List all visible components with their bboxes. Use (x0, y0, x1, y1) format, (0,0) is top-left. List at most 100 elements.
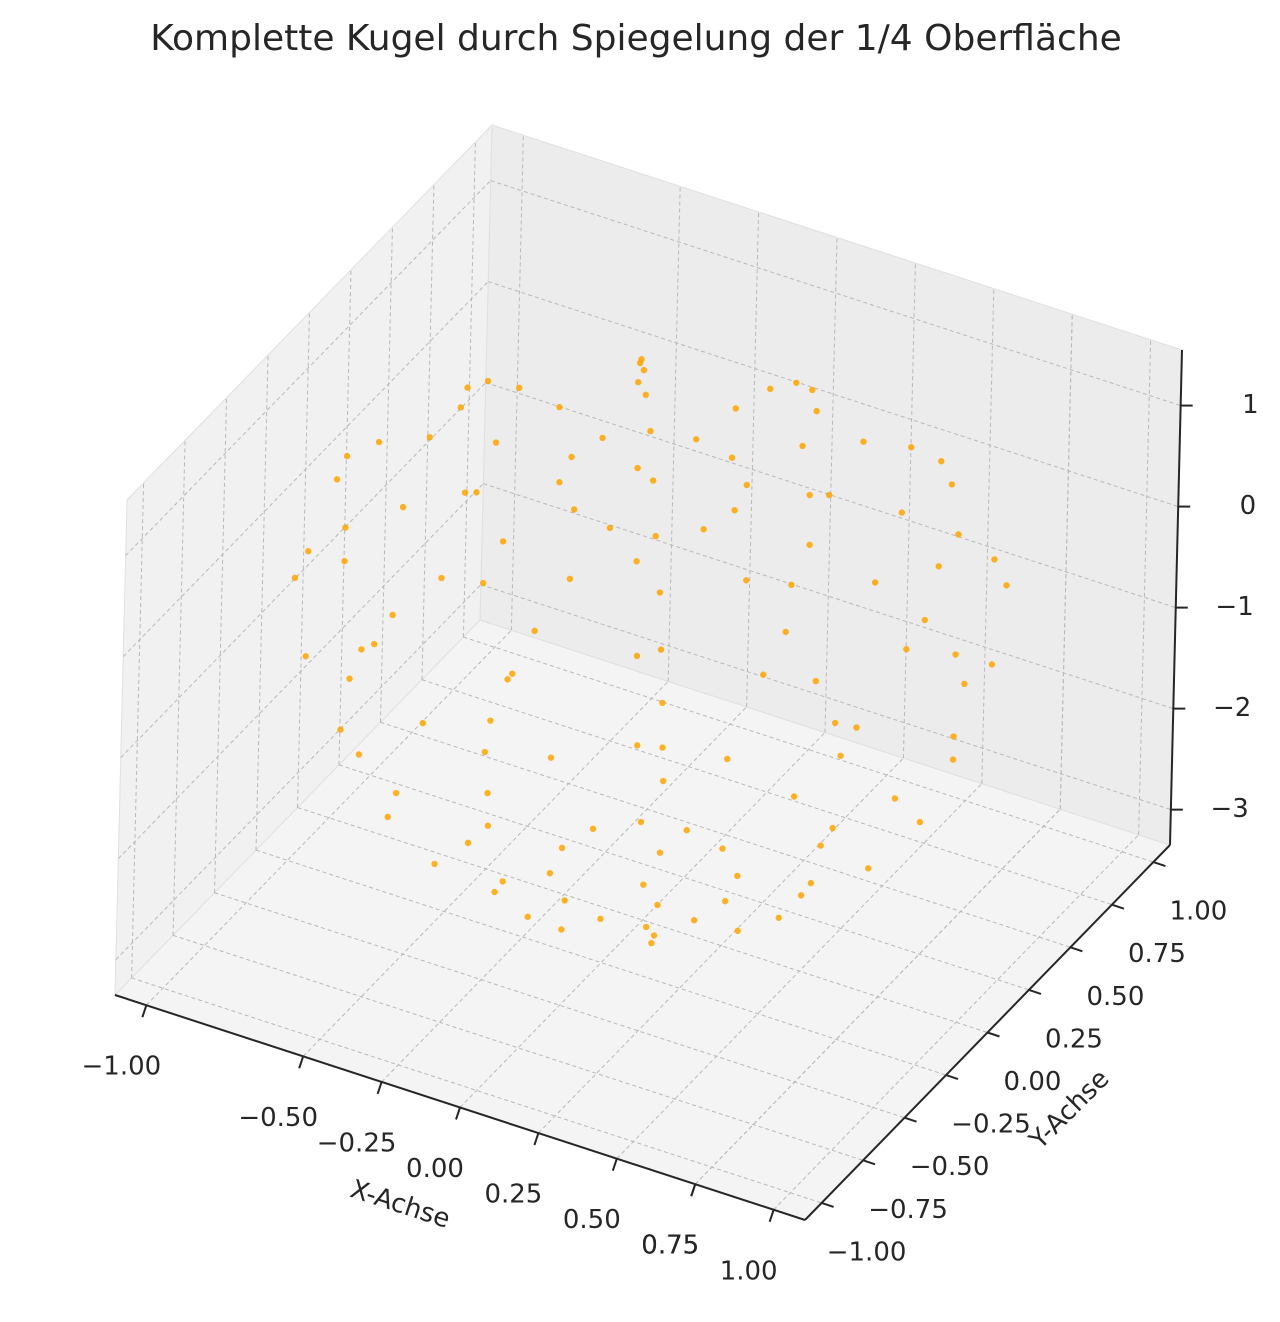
grid-line (773, 834, 1139, 1211)
point (491, 888, 498, 896)
point (568, 453, 575, 461)
point (659, 744, 666, 751)
y-tick (1153, 861, 1166, 867)
point (305, 548, 312, 555)
grid-line (667, 186, 681, 682)
grid-line (902, 263, 916, 759)
point (524, 913, 531, 920)
point (461, 489, 469, 496)
z-tick-label: 1 (1242, 390, 1259, 420)
point (509, 670, 516, 677)
point (898, 509, 906, 516)
grid-line (255, 355, 269, 851)
panes (114, 123, 1183, 1221)
grid-line (115, 584, 482, 960)
x-tick (533, 1132, 540, 1146)
points (291, 356, 1010, 947)
y-tick (1028, 988, 1042, 995)
point (547, 754, 555, 761)
point (570, 506, 578, 513)
y-tick (904, 1116, 917, 1123)
point (799, 442, 806, 450)
grid-line (338, 764, 1030, 991)
point (938, 458, 945, 465)
point (700, 526, 707, 533)
point (642, 391, 649, 399)
point (640, 881, 647, 888)
point (683, 827, 690, 834)
x-tick-label: 0.00 (406, 1154, 464, 1184)
grid-line (824, 237, 838, 733)
y-tick (1111, 903, 1125, 910)
point (640, 366, 648, 374)
y-tick (945, 1074, 959, 1081)
point (806, 541, 813, 549)
point (392, 789, 400, 797)
y-tick (1070, 946, 1083, 953)
point (479, 579, 487, 587)
grid-line (122, 281, 489, 657)
point (337, 726, 344, 733)
point (961, 680, 968, 688)
point (515, 384, 523, 392)
point (481, 748, 488, 756)
point (650, 932, 658, 939)
point (724, 755, 731, 763)
x-axis-line (114, 994, 806, 1221)
point (358, 646, 365, 653)
point (743, 481, 750, 489)
y-tick-label: −1.00 (827, 1237, 907, 1267)
grid-line (510, 135, 524, 631)
point (949, 756, 957, 763)
y-tick-label: −0.50 (910, 1152, 990, 1182)
point (633, 558, 640, 565)
point (484, 789, 491, 797)
y-tick-label: 0.25 (1045, 1024, 1103, 1054)
grid-line (1138, 339, 1152, 835)
z-tick-label: 0 (1240, 491, 1257, 521)
point (342, 524, 349, 531)
point (817, 842, 824, 849)
point (719, 845, 726, 852)
point (499, 538, 507, 545)
point (531, 627, 538, 635)
y-tick-label: 0.50 (1087, 982, 1145, 1012)
x-tick-label: −0.50 (238, 1103, 318, 1133)
point (950, 733, 957, 740)
x-tick-label: 1.00 (720, 1256, 778, 1286)
x-tick (768, 1209, 775, 1223)
point (647, 427, 654, 435)
grid-line (459, 732, 826, 1108)
point (556, 403, 563, 411)
grid (115, 135, 1181, 1211)
grid-line (421, 184, 435, 680)
z-tick-label: −3 (1211, 794, 1249, 824)
point (732, 405, 739, 412)
grid-line (172, 440, 186, 936)
grid-line (480, 584, 1172, 811)
point (788, 581, 795, 589)
point (487, 717, 494, 724)
point (806, 491, 813, 499)
grid-line (297, 807, 988, 1033)
grid-line (255, 849, 947, 1076)
point (464, 839, 472, 847)
x-tick (690, 1183, 697, 1197)
y-tick (821, 1202, 834, 1208)
point (343, 452, 351, 460)
point (634, 464, 641, 472)
point (988, 661, 996, 668)
point (649, 477, 657, 484)
point (991, 556, 998, 563)
point (370, 640, 378, 648)
point (599, 434, 606, 442)
point (333, 476, 341, 483)
grid-line (297, 312, 310, 808)
x-tick-label: 0.75 (641, 1231, 699, 1261)
grid-line (125, 180, 492, 556)
point (654, 901, 661, 909)
point (484, 377, 492, 385)
x-tick (455, 1107, 461, 1120)
grid-line (172, 934, 864, 1161)
